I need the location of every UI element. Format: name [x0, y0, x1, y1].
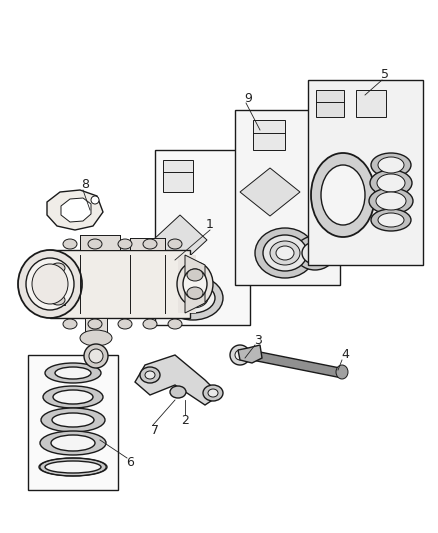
Ellipse shape: [143, 319, 157, 329]
Bar: [80, 235, 120, 250]
Polygon shape: [135, 355, 220, 405]
Ellipse shape: [295, 236, 335, 270]
Polygon shape: [250, 350, 342, 378]
Ellipse shape: [203, 385, 223, 401]
Polygon shape: [153, 215, 207, 265]
Bar: [28, 355, 118, 490]
Bar: [50, 260, 70, 308]
Ellipse shape: [51, 435, 95, 451]
Bar: [316, 90, 344, 117]
Ellipse shape: [187, 269, 203, 281]
Text: 7: 7: [151, 424, 159, 437]
Bar: [235, 110, 340, 285]
Ellipse shape: [18, 250, 82, 318]
Ellipse shape: [369, 188, 413, 214]
Ellipse shape: [51, 295, 65, 305]
Ellipse shape: [118, 239, 132, 249]
Ellipse shape: [45, 363, 101, 383]
Ellipse shape: [276, 246, 294, 260]
Ellipse shape: [51, 263, 65, 273]
Ellipse shape: [143, 239, 157, 249]
Ellipse shape: [168, 239, 182, 249]
Polygon shape: [238, 345, 262, 363]
Ellipse shape: [32, 264, 68, 304]
Ellipse shape: [118, 319, 132, 329]
Ellipse shape: [84, 344, 108, 368]
Ellipse shape: [26, 258, 74, 310]
Text: 4: 4: [341, 349, 349, 361]
Ellipse shape: [88, 319, 102, 329]
Ellipse shape: [170, 386, 186, 398]
Ellipse shape: [263, 235, 307, 271]
Bar: [85, 318, 107, 338]
Polygon shape: [61, 198, 91, 222]
Ellipse shape: [370, 170, 412, 196]
Ellipse shape: [168, 319, 182, 329]
Ellipse shape: [163, 276, 223, 320]
Bar: [163, 160, 193, 192]
Ellipse shape: [43, 386, 103, 408]
Ellipse shape: [88, 239, 102, 249]
Ellipse shape: [171, 283, 215, 313]
Ellipse shape: [177, 262, 213, 306]
Ellipse shape: [40, 431, 106, 455]
Ellipse shape: [321, 165, 365, 225]
Polygon shape: [47, 190, 103, 230]
Bar: [308, 80, 423, 265]
Ellipse shape: [187, 287, 203, 299]
Ellipse shape: [45, 461, 101, 473]
Ellipse shape: [235, 350, 245, 360]
Ellipse shape: [311, 153, 375, 237]
Ellipse shape: [376, 192, 406, 210]
Text: 9: 9: [244, 92, 252, 104]
Ellipse shape: [371, 209, 411, 231]
Ellipse shape: [55, 367, 91, 379]
Ellipse shape: [178, 288, 208, 308]
Text: 5: 5: [381, 69, 389, 82]
Text: 1: 1: [206, 219, 214, 231]
Ellipse shape: [371, 153, 411, 177]
Polygon shape: [240, 168, 300, 216]
Text: 2: 2: [181, 414, 189, 426]
Ellipse shape: [208, 389, 218, 397]
Text: 6: 6: [126, 456, 134, 469]
Ellipse shape: [52, 413, 94, 427]
Ellipse shape: [255, 228, 315, 278]
Ellipse shape: [302, 242, 328, 264]
Ellipse shape: [63, 319, 77, 329]
Ellipse shape: [145, 371, 155, 379]
Polygon shape: [185, 255, 205, 313]
Bar: [253, 120, 285, 150]
Bar: [130, 238, 165, 250]
Bar: [356, 90, 386, 117]
Ellipse shape: [270, 241, 300, 265]
Bar: [50, 250, 190, 318]
Text: 8: 8: [81, 179, 89, 191]
Text: 3: 3: [254, 334, 262, 346]
Ellipse shape: [230, 345, 250, 365]
Ellipse shape: [377, 174, 405, 192]
Ellipse shape: [91, 196, 99, 204]
Ellipse shape: [336, 365, 348, 379]
Ellipse shape: [41, 408, 105, 432]
Bar: [178, 255, 196, 313]
Bar: [155, 150, 250, 325]
Ellipse shape: [140, 367, 160, 383]
Ellipse shape: [183, 269, 207, 299]
Ellipse shape: [378, 213, 404, 227]
Ellipse shape: [63, 239, 77, 249]
Ellipse shape: [39, 458, 107, 476]
Ellipse shape: [89, 349, 103, 363]
Ellipse shape: [378, 157, 404, 173]
Ellipse shape: [53, 390, 93, 404]
Ellipse shape: [80, 330, 112, 346]
